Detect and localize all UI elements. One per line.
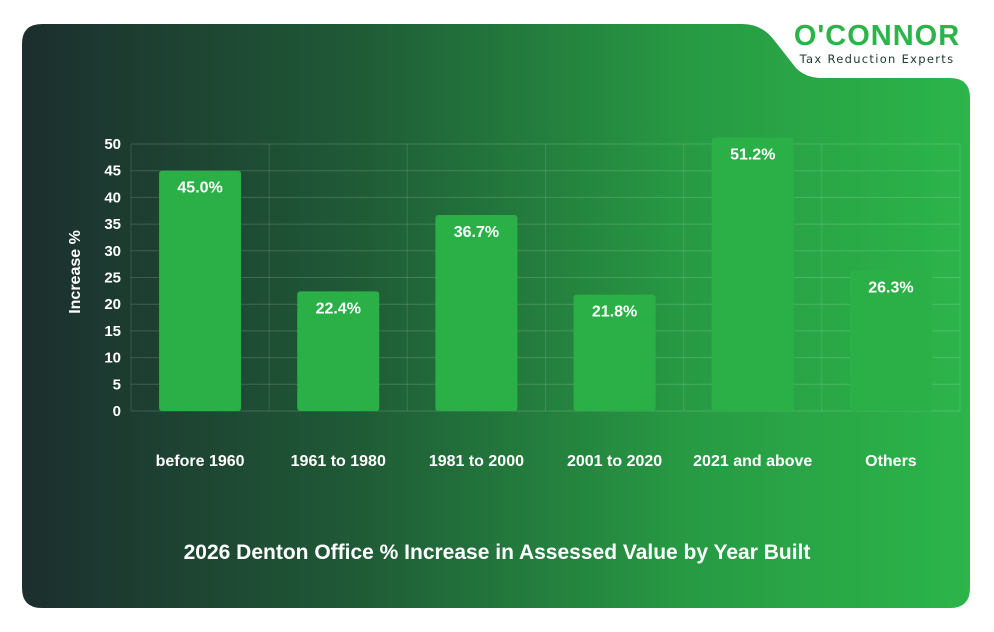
y-tick-label: 30	[104, 243, 121, 260]
data-label: 36.7%	[454, 224, 499, 241]
y-tick-label: 10	[104, 350, 121, 367]
chart-title: 2026 Denton Office % Increase in Assesse…	[183, 541, 811, 564]
bar	[159, 170, 242, 411]
x-category-label: before 1960	[156, 453, 245, 470]
x-category-label: 1961 to 1980	[291, 453, 386, 470]
y-tick-label: 20	[104, 296, 121, 313]
bar	[297, 291, 380, 411]
y-tick-label: 40	[104, 189, 121, 206]
bar	[573, 294, 656, 411]
y-tick-label: 45	[104, 163, 121, 180]
bar	[711, 137, 794, 412]
brand-tagline: Tax Reduction Experts	[799, 52, 955, 66]
x-category-label: Others	[865, 453, 917, 470]
data-label: 26.3%	[868, 280, 913, 297]
y-tick-label: 0	[113, 403, 121, 420]
y-tick-label: 50	[104, 136, 121, 153]
bar	[435, 215, 518, 411]
y-tick-label: 35	[104, 216, 121, 233]
data-label: 21.8%	[592, 304, 637, 321]
x-category-label: 2021 and above	[693, 453, 812, 470]
data-label: 45.0%	[177, 180, 222, 197]
labels: 0 5 10 15 20 25 30 35 40 45 50 45.0% before 1960 22.4…	[104, 136, 916, 470]
y-tick-label: 25	[104, 270, 121, 287]
x-category-label: 1981 to 2000	[429, 453, 524, 470]
y-tick-label: 15	[104, 323, 121, 340]
gridlines	[130, 143, 961, 412]
data-label: 51.2%	[730, 147, 775, 164]
bars	[159, 137, 932, 412]
brand-logo: O'CONNOR Tax Reduction Experts	[782, 20, 972, 66]
x-category-label: 2001 to 2020	[567, 453, 662, 470]
data-label: 22.4%	[316, 300, 361, 317]
brand-name: O'CONNOR	[793, 20, 961, 52]
bar	[849, 270, 932, 411]
y-tick-label: 5	[113, 376, 121, 393]
y-axis-title: Increase %	[67, 230, 84, 314]
